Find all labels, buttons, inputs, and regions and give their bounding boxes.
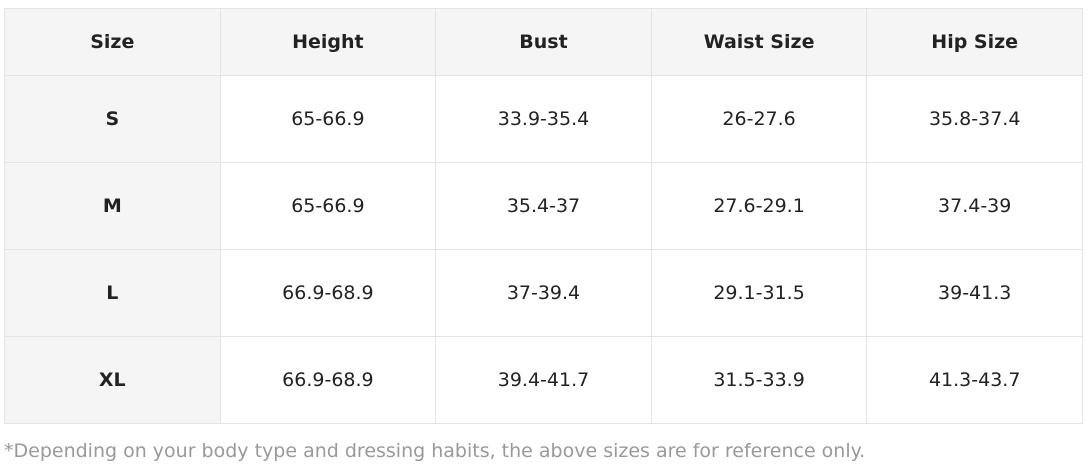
header-cell: Height [219,8,437,76]
size-cell: L [4,249,221,337]
table-row: M 65-66.9 35.4-37 27.6-29.1 37.4-39 [4,162,1083,250]
header-cell: Bust [435,8,652,76]
header-cell: Waist Size [650,8,868,76]
size-cell: M [4,162,221,250]
size-table: Size Height Bust Waist Size Hip Size S 65-66.… [4,8,1083,424]
table-cell: 29.1-31.5 [650,249,868,337]
table-cell: 31.5-33.9 [650,336,868,424]
table-cell: 37-39.4 [435,249,652,337]
header-row: Size Height Bust Waist Size Hip Size [4,8,1083,76]
table-row: L 66.9-68.9 37-39.4 29.1-31.5 39-41.3 [4,249,1083,337]
table-cell: 37.4-39 [866,162,1083,250]
table-cell: 65-66.9 [219,75,437,163]
table-cell: 26-27.6 [650,75,868,163]
note: *Depending on your body type and dressin… [4,440,866,462]
table-cell: 35.8-37.4 [866,75,1083,163]
header-cell: Hip Size [866,8,1083,76]
size-cell: S [4,75,221,163]
table-cell: 66.9-68.9 [219,249,437,337]
table-cell: 35.4-37 [435,162,652,250]
table-row: S 65-66.9 33.9-35.4 26-27.6 35.8-37.4 [4,75,1083,163]
table-cell: 27.6-29.1 [650,162,868,250]
table-cell: 41.3-43.7 [866,336,1083,424]
table-row: XL 66.9-68.9 39.4-41.7 31.5-33.9 41.3-43.7 [4,336,1083,424]
size-cell: XL [4,336,221,424]
table-cell: 65-66.9 [219,162,437,250]
table-cell: 39-41.3 [866,249,1083,337]
table-cell: 66.9-68.9 [219,336,437,424]
table-body: S 65-66.9 33.9-35.4 26-27.6 35.8-37.4 M 65-66.… [4,75,1083,424]
table-cell: 39.4-41.7 [435,336,652,424]
header-cell: Size [4,8,221,76]
table-cell: 33.9-35.4 [435,75,652,163]
